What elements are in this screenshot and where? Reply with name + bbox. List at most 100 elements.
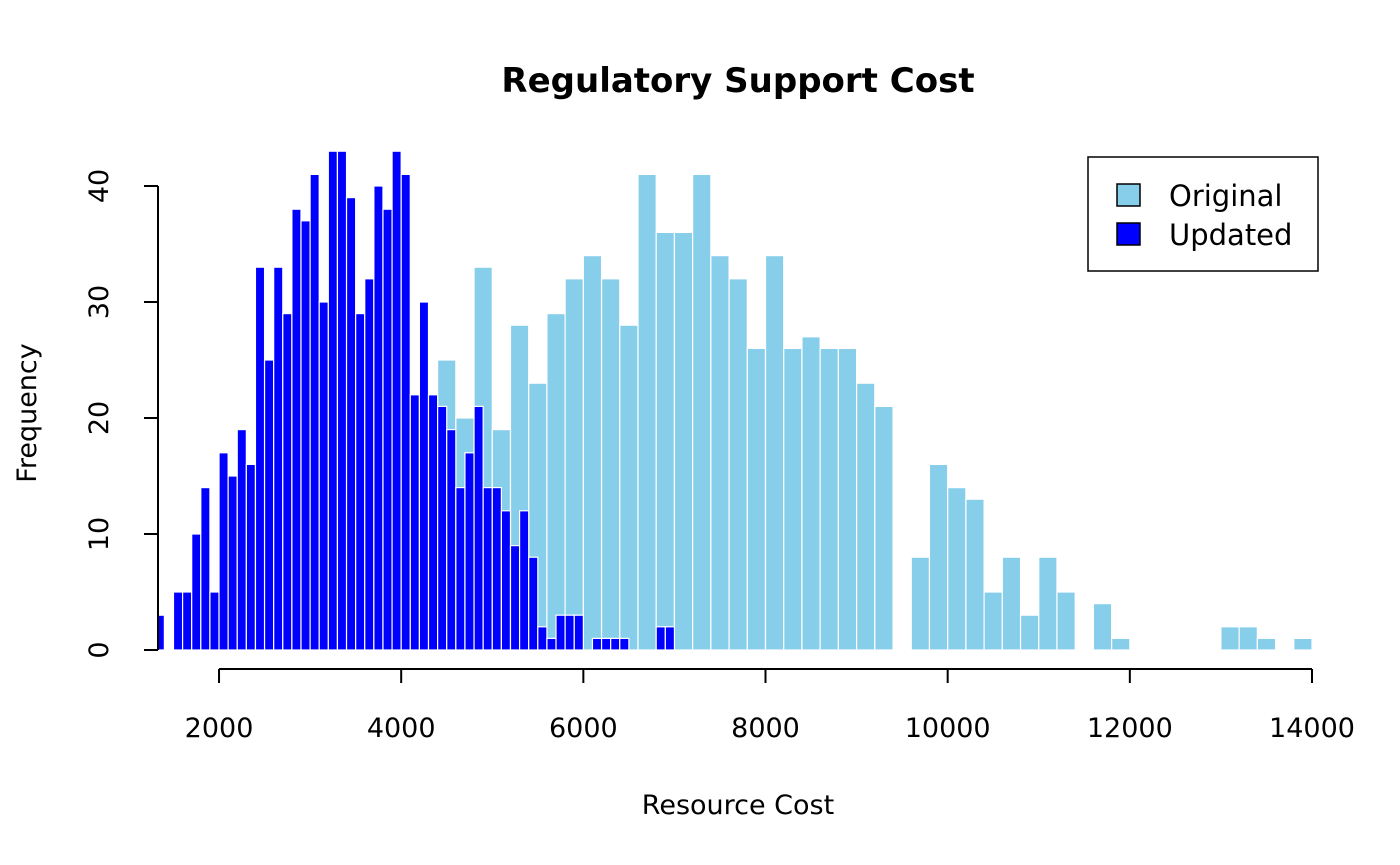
updated-bar bbox=[355, 313, 366, 651]
updated-bar bbox=[400, 173, 411, 651]
legend-box bbox=[1087, 156, 1319, 272]
original-bar bbox=[910, 556, 931, 651]
legend-swatch-original bbox=[1116, 183, 1141, 207]
updated-bar bbox=[591, 637, 603, 651]
updated-bar bbox=[254, 266, 266, 651]
legend-label-updated: Updated bbox=[1169, 218, 1292, 252]
updated-bar bbox=[318, 301, 329, 651]
updated-bar bbox=[464, 452, 475, 651]
x-axis: 2000 4000 6000 8000 10000 12000 14000 bbox=[185, 668, 1355, 744]
updated-bar bbox=[555, 614, 566, 651]
original-bar bbox=[855, 382, 876, 651]
y-tick-label: 30 bbox=[84, 285, 115, 319]
updated-bar bbox=[309, 173, 320, 651]
updated-bar bbox=[391, 150, 402, 651]
updated-bar bbox=[218, 452, 229, 651]
chart-title: Regulatory Support Cost bbox=[501, 61, 974, 101]
original-bar bbox=[582, 255, 603, 651]
original-bar bbox=[619, 324, 639, 651]
updated-bar bbox=[263, 359, 275, 651]
updated-bar bbox=[655, 626, 666, 651]
updated-bar bbox=[172, 591, 184, 651]
legend: Original Updated bbox=[1087, 156, 1319, 272]
original-bar bbox=[1293, 637, 1313, 651]
updated-bar bbox=[564, 614, 575, 651]
updated-bar bbox=[537, 626, 548, 651]
x-tick-label: 10000 bbox=[905, 713, 991, 744]
original-bar bbox=[928, 463, 949, 651]
updated-series-bars bbox=[157, 150, 676, 651]
original-bar bbox=[692, 173, 712, 651]
original-bar bbox=[1001, 556, 1022, 651]
original-bar bbox=[600, 278, 621, 651]
updated-bar bbox=[373, 185, 384, 651]
original-bar bbox=[947, 487, 967, 651]
original-bar bbox=[783, 347, 803, 651]
updated-bar bbox=[382, 208, 393, 651]
original-bar bbox=[1238, 626, 1258, 651]
updated-bar bbox=[327, 150, 339, 651]
updated-bar bbox=[336, 150, 348, 651]
updated-bar bbox=[482, 487, 493, 651]
original-bar bbox=[764, 255, 785, 651]
updated-bar bbox=[528, 556, 539, 651]
updated-bar bbox=[491, 487, 502, 651]
legend-swatch-updated bbox=[1116, 222, 1141, 246]
updated-bar bbox=[509, 544, 521, 651]
updated-bar bbox=[600, 637, 612, 651]
updated-bar bbox=[209, 591, 220, 651]
original-bar bbox=[801, 336, 821, 651]
x-tick-label: 8000 bbox=[731, 713, 800, 744]
updated-bar bbox=[619, 637, 630, 651]
original-bar bbox=[746, 347, 767, 651]
updated-bar bbox=[573, 614, 584, 651]
updated-bar bbox=[200, 487, 211, 651]
updated-bar bbox=[500, 510, 512, 651]
updated-bar bbox=[427, 394, 439, 651]
y-tick-label: 10 bbox=[84, 517, 115, 551]
updated-bar bbox=[300, 220, 311, 651]
original-bar bbox=[819, 347, 839, 651]
y-tick-label: 20 bbox=[84, 401, 115, 435]
y-axis: 0 10 20 30 40 bbox=[84, 169, 159, 659]
updated-bar bbox=[191, 533, 202, 651]
original-bar bbox=[1092, 602, 1113, 651]
updated-bar bbox=[409, 394, 421, 651]
x-tick-label: 2000 bbox=[185, 713, 254, 744]
original-bar bbox=[564, 278, 584, 651]
updated-bar bbox=[245, 463, 257, 651]
y-axis-label: Frequency bbox=[12, 343, 43, 483]
x-axis-label: Resource Cost bbox=[642, 790, 834, 821]
updated-bar bbox=[282, 313, 293, 651]
original-bar bbox=[655, 231, 676, 651]
updated-bar bbox=[236, 429, 247, 651]
original-bar bbox=[546, 313, 566, 651]
original-bar bbox=[1220, 626, 1240, 651]
x-tick-label: 12000 bbox=[1087, 713, 1173, 744]
y-tick-label: 40 bbox=[84, 169, 115, 203]
original-bar bbox=[1019, 614, 1040, 651]
original-bar bbox=[1056, 591, 1076, 651]
updated-bar bbox=[437, 405, 448, 651]
original-bar bbox=[710, 255, 730, 651]
x-tick-label: 14000 bbox=[1269, 713, 1355, 744]
original-bar bbox=[1256, 637, 1277, 651]
updated-bar bbox=[455, 487, 466, 651]
updated-bar bbox=[181, 591, 193, 651]
legend-label-original: Original bbox=[1169, 179, 1282, 213]
updated-bar bbox=[291, 208, 302, 651]
original-bar bbox=[673, 231, 694, 651]
updated-bar bbox=[273, 266, 284, 651]
updated-bar bbox=[473, 405, 484, 651]
updated-bar bbox=[446, 429, 457, 651]
original-bar bbox=[637, 173, 657, 651]
original-bar bbox=[965, 498, 985, 651]
updated-bar bbox=[227, 475, 238, 651]
original-bar bbox=[983, 591, 1003, 651]
updated-bar bbox=[364, 278, 375, 651]
original-bar bbox=[728, 278, 748, 651]
original-bar bbox=[1038, 556, 1058, 651]
original-bar bbox=[874, 405, 894, 651]
x-tick-label: 4000 bbox=[367, 713, 436, 744]
